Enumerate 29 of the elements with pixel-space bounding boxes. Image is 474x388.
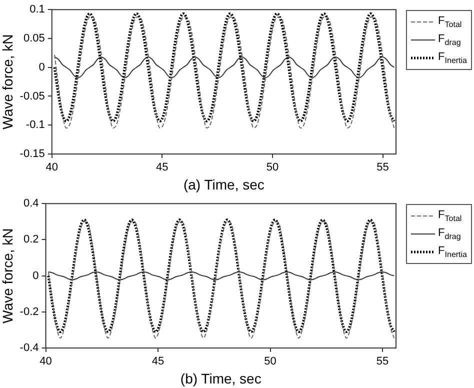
x-tick-label: 45 (152, 356, 164, 368)
y-axis-title: Wave force, kN (0, 34, 16, 130)
legend-label: F$_{drag}$ (438, 226, 461, 242)
x-axis-title: (b) Time, sec (180, 370, 262, 386)
y-tick-label: -0.05 (20, 90, 45, 102)
legend-label: F$_{Total}$ (438, 208, 462, 224)
x-tick-label: 55 (376, 162, 389, 174)
y-tick-label: -0.1 (26, 119, 45, 132)
y-tick-label: 0.1 (30, 4, 45, 16)
y-tick-label: 0 (38, 61, 45, 74)
y-axis-title: Wave force, kN (0, 228, 16, 324)
legend-label: F$_{drag}$ (438, 32, 461, 48)
legend-label: F$_{Inertia}$ (438, 50, 467, 66)
y-tick-label: -0.2 (20, 306, 39, 318)
y-tick-label: 0.05 (23, 32, 45, 45)
x-axis-title: (a) Time, sec (183, 176, 264, 192)
y-tick-label: 0.2 (23, 234, 39, 246)
x-tick-label: 50 (266, 162, 279, 174)
x-tick-label: 55 (376, 356, 389, 368)
x-tick-label: 40 (40, 356, 52, 368)
x-tick-label: 45 (156, 162, 168, 174)
y-tick-label: 0.4 (23, 198, 39, 210)
y-tick-label: 0 (32, 270, 39, 282)
y-tick-label: -0.4 (20, 342, 39, 354)
x-tick-label: 40 (46, 162, 58, 174)
y-tick-label: -0.15 (20, 148, 45, 160)
legend-label: F$_{Total}$ (438, 14, 462, 30)
x-tick-label: 50 (264, 356, 276, 368)
legend-label: F$_{Inertia}$ (438, 244, 467, 260)
